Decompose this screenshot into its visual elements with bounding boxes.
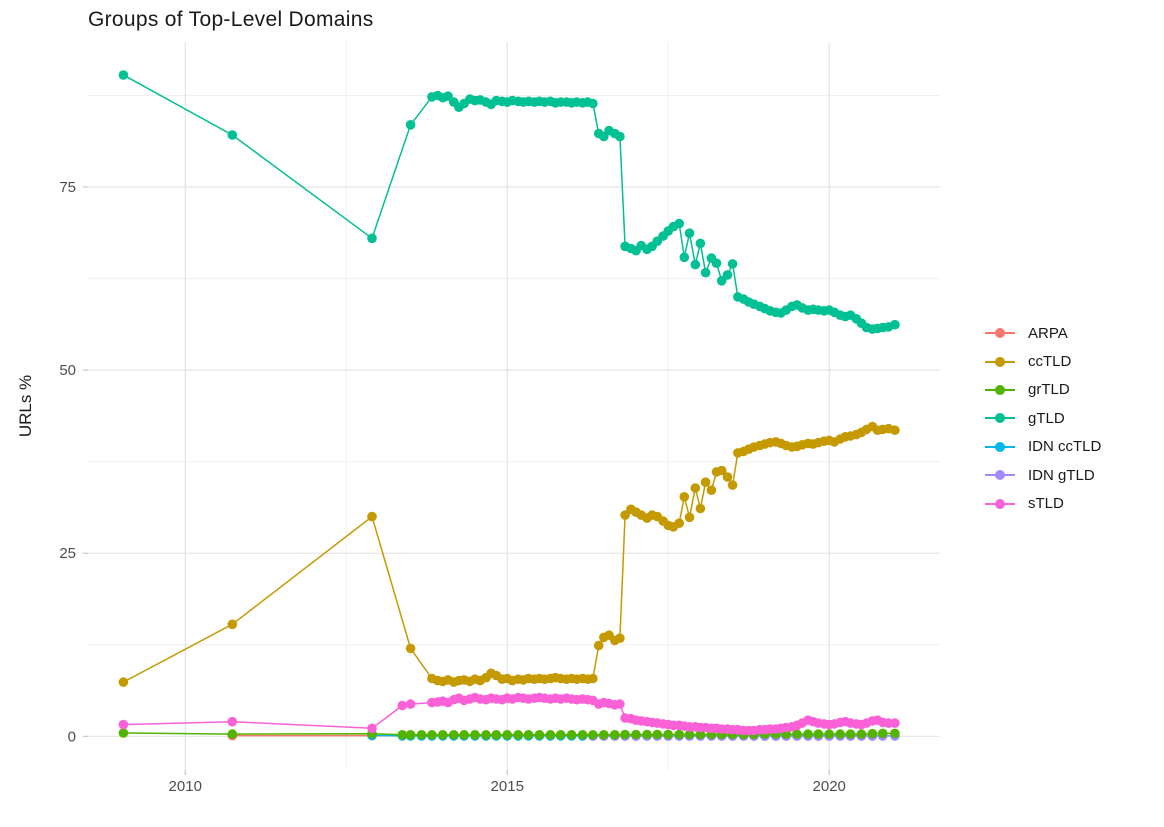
legend-label: gTLD	[1028, 409, 1065, 427]
series-points-sTLD	[118, 692, 900, 736]
legend-key-icon	[985, 498, 1015, 510]
chart-legend: ARPA ccTLD grTLD gTLD IDN ccTLD IDN gTLD sTLD	[985, 319, 1101, 518]
y-tick-label: 25	[59, 545, 76, 562]
legend-entry-gTLD: gTLD	[985, 404, 1101, 432]
legend-key-icon	[985, 384, 1015, 396]
series-gTLD	[118, 70, 900, 334]
series-sTLD	[118, 692, 900, 736]
legend-key-icon	[985, 412, 1015, 424]
x-tick-label: 2020	[813, 778, 846, 795]
series-points-grTLD	[118, 728, 900, 740]
series-ccTLD	[118, 421, 900, 687]
legend-label: ccTLD	[1028, 353, 1072, 371]
legend-entry-ccTLD: ccTLD	[985, 347, 1101, 375]
legend-key-icon	[985, 441, 1015, 453]
legend-entry-sTLD: sTLD	[985, 489, 1101, 517]
y-tick-label: 75	[59, 179, 76, 196]
legend-entry-IDN-ccTLD: IDN ccTLD	[985, 433, 1101, 461]
y-axis-title: URLs %	[16, 374, 35, 438]
legend-key-icon	[985, 469, 1015, 481]
axes: 2010 2015 2020 0 25 50 75	[59, 179, 846, 795]
gridlines-major	[88, 42, 940, 770]
series-points-ccTLD	[118, 421, 900, 687]
series-line-gTLD	[123, 74, 896, 330]
series-line-ccTLD	[123, 425, 896, 683]
chart-title: Groups of Top-Level Domains	[88, 8, 374, 31]
y-tick-label: 50	[59, 362, 76, 379]
legend-label: IDN gTLD	[1028, 466, 1095, 484]
legend-key-icon	[985, 356, 1015, 368]
legend-key-icon	[985, 327, 1015, 339]
x-tick-label: 2010	[169, 778, 202, 795]
x-tick-label: 2015	[491, 778, 524, 795]
legend-entry-grTLD: grTLD	[985, 376, 1101, 404]
y-tick-label: 0	[68, 728, 76, 745]
legend-label: ARPA	[1028, 324, 1068, 342]
legend-entry-ARPA: ARPA	[985, 319, 1101, 347]
series-grTLD	[118, 728, 900, 740]
legend-label: grTLD	[1028, 381, 1070, 399]
series-points-gTLD	[118, 70, 900, 334]
legend-entry-IDN-gTLD: IDN gTLD	[985, 461, 1101, 489]
gridlines-minor	[88, 42, 940, 770]
legend-label: IDN ccTLD	[1028, 438, 1102, 456]
legend-label: sTLD	[1028, 495, 1064, 513]
